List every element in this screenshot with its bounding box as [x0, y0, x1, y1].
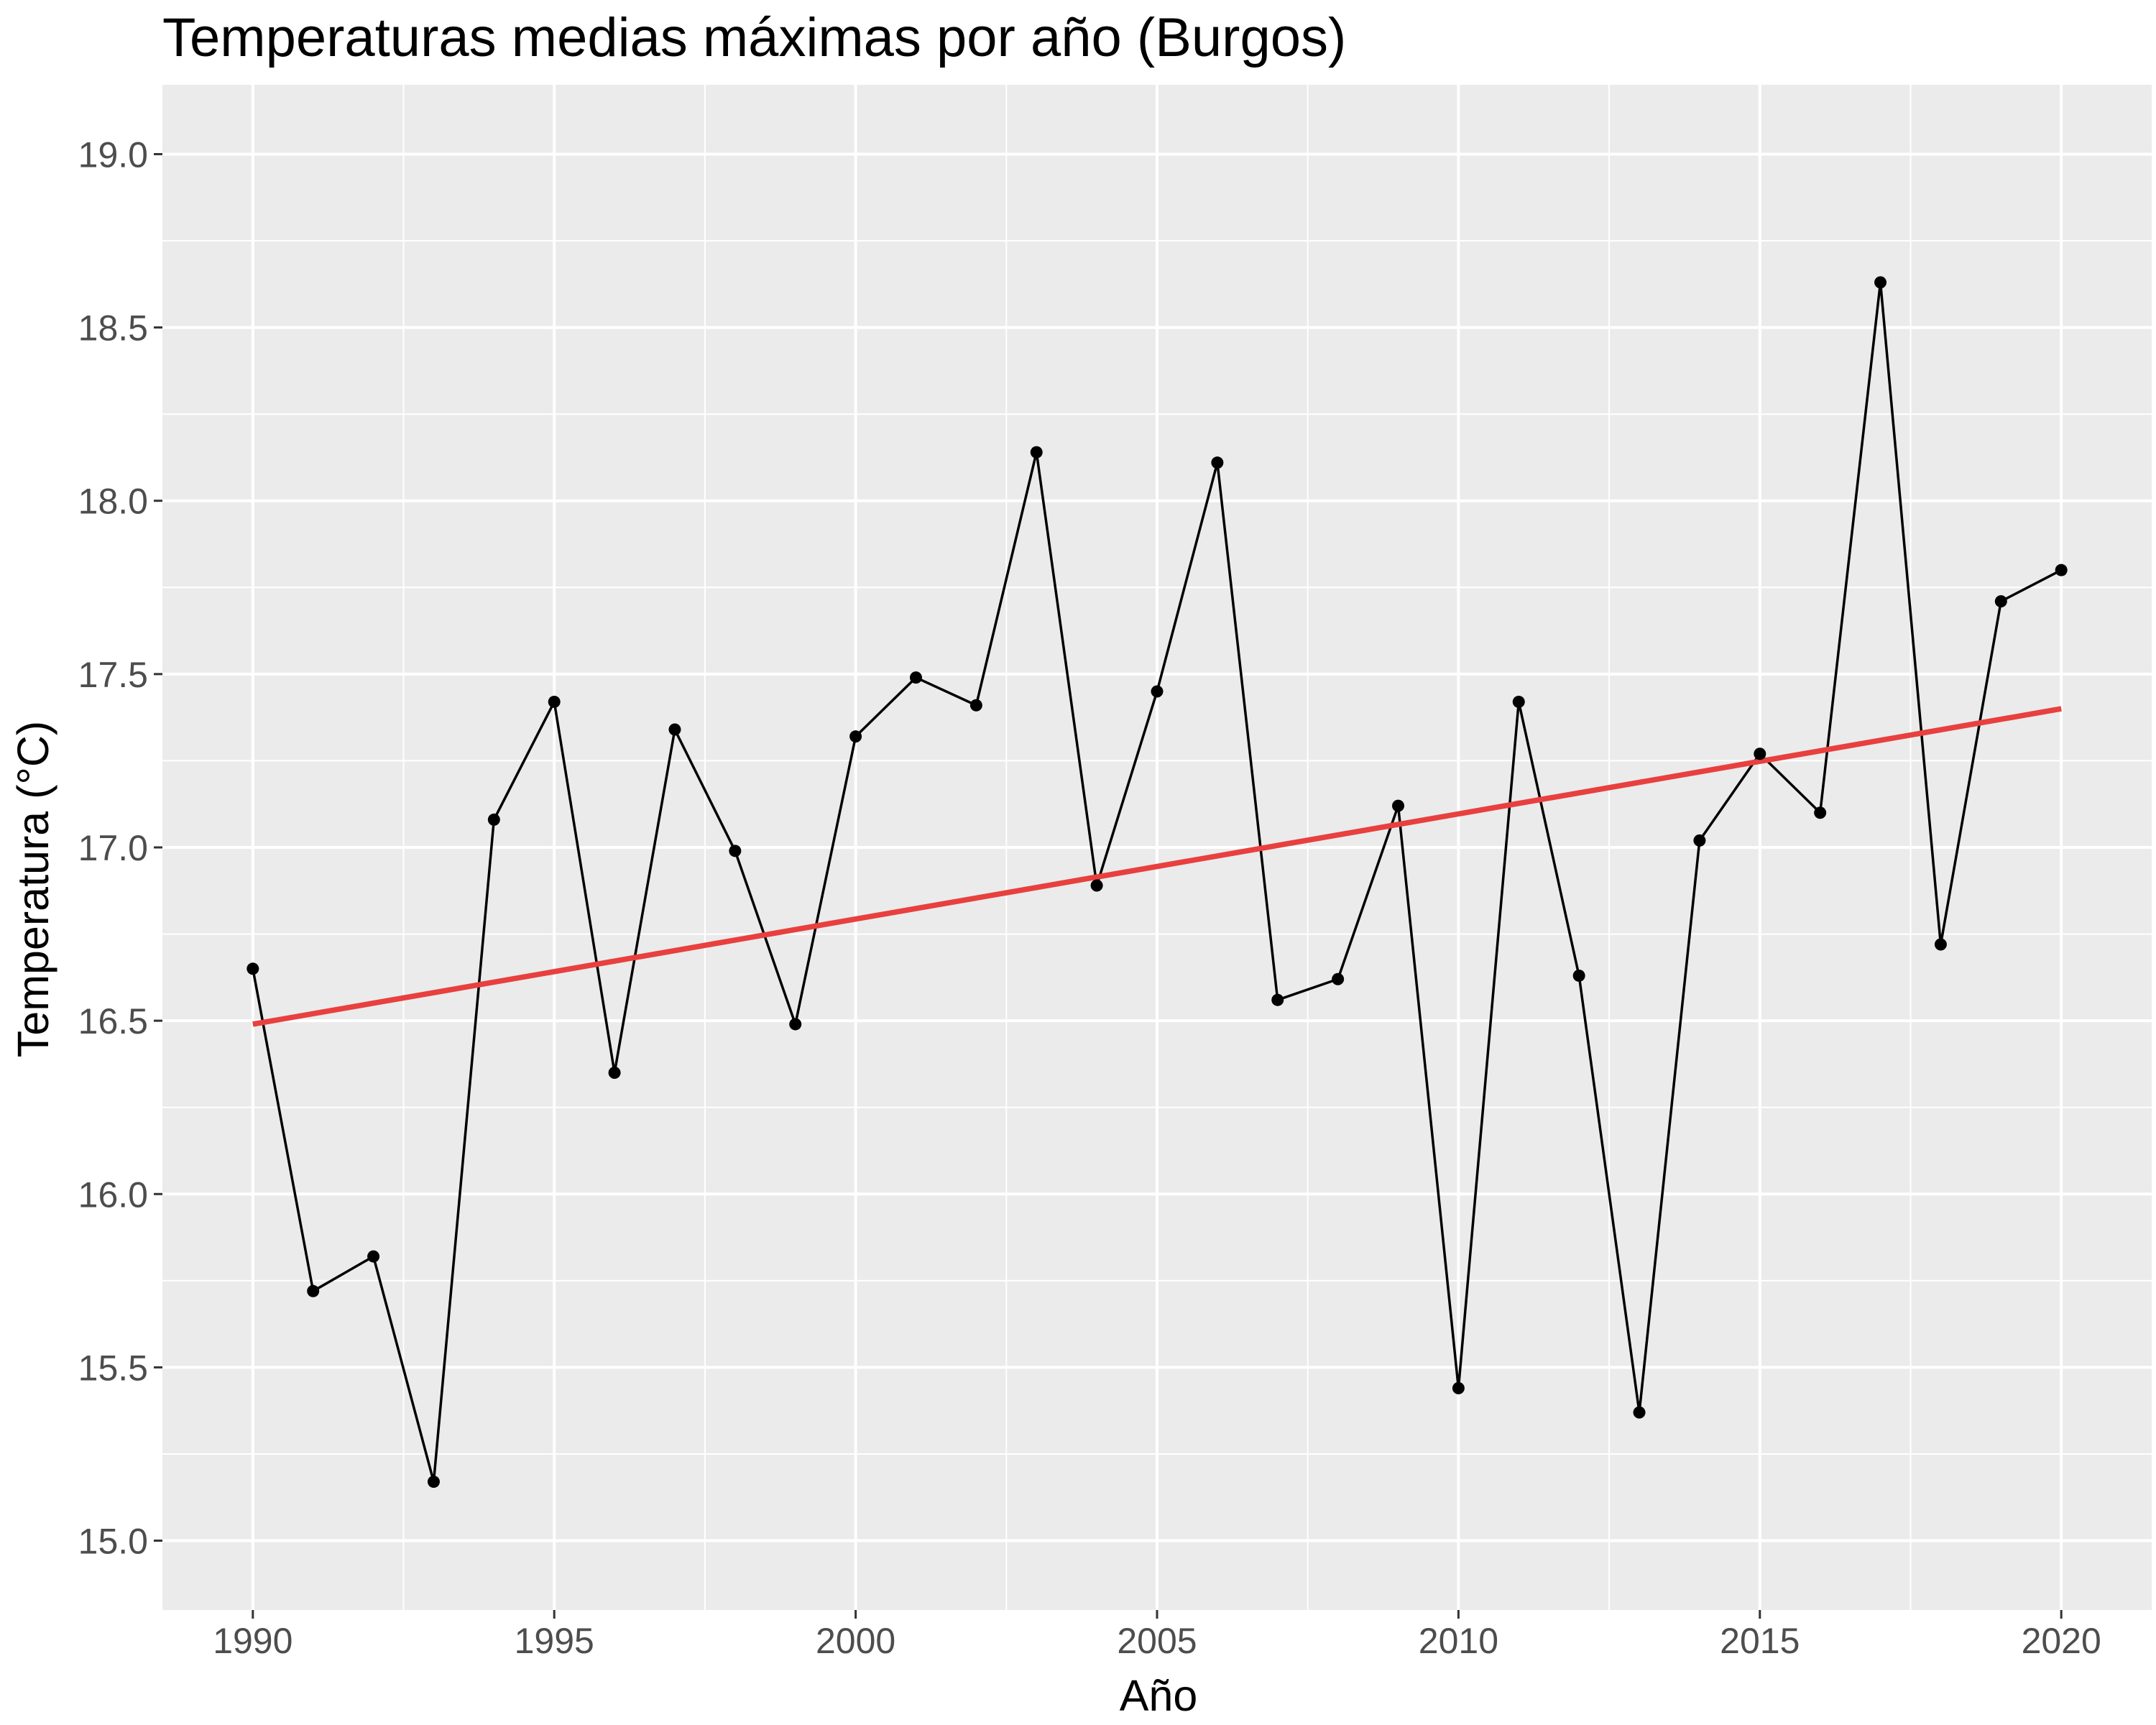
data-point [909, 671, 922, 684]
data-point [1572, 969, 1585, 982]
y-tick-label: 18.0 [78, 482, 148, 522]
y-tick-label: 17.5 [78, 655, 148, 695]
data-point [307, 1284, 320, 1297]
data-point [849, 730, 862, 743]
x-tick-label: 2000 [816, 1621, 895, 1661]
trend-layer [252, 706, 2062, 1027]
data-points [247, 276, 2068, 1489]
data-point [487, 813, 500, 826]
data-point [1271, 993, 1284, 1006]
data-point [1211, 456, 1224, 469]
data-point [1934, 938, 1947, 951]
data-point [1392, 799, 1405, 812]
x-tick-label: 2020 [2022, 1621, 2101, 1661]
y-tick-label: 19.0 [78, 134, 148, 175]
data-point [1512, 695, 1525, 708]
y-tick-label: 17.0 [78, 828, 148, 868]
data-point [1994, 595, 2007, 608]
x-tick-label: 1990 [213, 1621, 292, 1661]
y-tick-label: 16.5 [78, 1001, 148, 1041]
x-tick-label: 1995 [515, 1621, 594, 1661]
data-point [608, 1066, 621, 1079]
data-point [247, 962, 259, 975]
y-tick-label: 16.0 [78, 1174, 148, 1215]
data-point [1814, 806, 1827, 819]
data-point [969, 699, 982, 712]
data-point [1633, 1406, 1646, 1419]
major-gridlines [162, 85, 2152, 1610]
y-tick-label: 15.5 [78, 1348, 148, 1388]
trend-line [252, 706, 2062, 1027]
data-point [1754, 748, 1766, 760]
x-tick-label: 2005 [1117, 1621, 1197, 1661]
data-point [548, 695, 561, 708]
data-point [789, 1018, 802, 1031]
x-axis-title: Año [1120, 1671, 1198, 1720]
data-point [1090, 879, 1103, 892]
data-point [1030, 446, 1043, 459]
data-point [2055, 564, 2068, 576]
data-point [1874, 276, 1887, 289]
data-point [1693, 834, 1706, 847]
y-tick-label: 15.0 [78, 1522, 148, 1562]
data-point [668, 723, 681, 736]
data-point [1332, 972, 1345, 985]
x-tick-label: 2010 [1419, 1621, 1498, 1661]
data-point [1452, 1381, 1465, 1394]
data-point [729, 845, 742, 857]
data-point [367, 1250, 380, 1263]
data-point [1151, 685, 1164, 698]
data-point [427, 1476, 440, 1489]
x-tick-label: 2015 [1720, 1621, 1800, 1661]
axis-ticks: 1990 1995 2000 2005 2010 2015 2020 15.0 15.5 16.0… [78, 134, 2101, 1661]
y-tick-label: 18.5 [78, 308, 148, 349]
chart-title: Temperaturas medias máximas por año (Bur… [162, 7, 1346, 68]
y-axis-title: Temperatura (°C) [9, 721, 57, 1057]
